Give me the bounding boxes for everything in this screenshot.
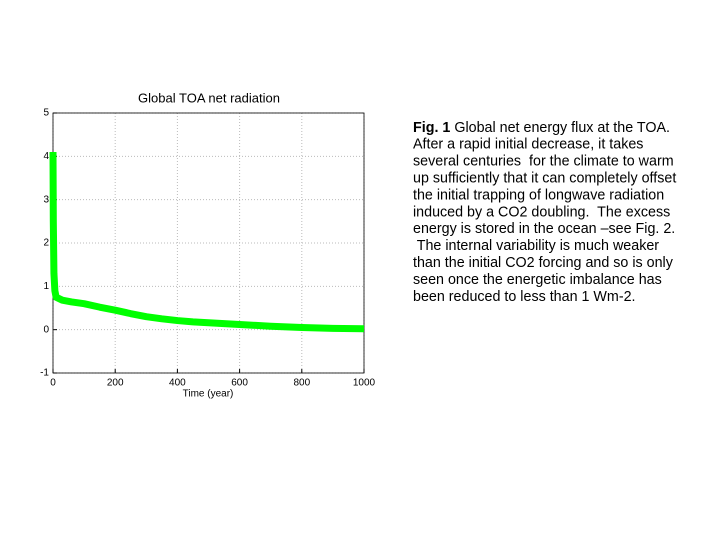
data-line (49, 151, 365, 333)
y-tick-label: 3 (43, 194, 49, 205)
caption-line: After a rapid initial decrease, it takes (413, 137, 643, 153)
y-tick-label: 4 (43, 151, 49, 162)
y-tick-label: 1 (43, 281, 49, 292)
x-tick-label: 1000 (353, 378, 376, 389)
x-axis-label: Time (year) (183, 389, 234, 400)
x-tick-label: 800 (293, 378, 310, 389)
x-tick-label: 0 (50, 378, 56, 389)
caption-line: several centuries for the climate to war… (413, 154, 674, 170)
caption-line: Global net energy flux at the TOA. (454, 120, 670, 136)
y-tick-label: 0 (43, 324, 49, 335)
caption-line: seen once the energetic imbalance has (413, 272, 662, 288)
chart-title: Global TOA net radiation (138, 90, 280, 105)
x-tick-label: 200 (107, 378, 124, 389)
x-tick-label: 600 (231, 378, 248, 389)
y-tick-label: -1 (40, 368, 49, 379)
caption-line: induced by a CO2 doubling. The excess (413, 204, 670, 220)
x-tick-label: 400 (169, 378, 186, 389)
caption-line: than the initial CO2 forcing and so is o… (413, 255, 674, 271)
caption-line: the initial trapping of longwave radiati… (413, 187, 664, 203)
caption-line: up sufficiently that it can completely o… (413, 170, 676, 186)
y-tick-label: 2 (43, 238, 49, 249)
y-tick-label: 5 (43, 108, 49, 119)
caption-label: Fig. 1 (413, 120, 450, 136)
caption-line: been reduced to less than 1 Wm-2. (413, 289, 636, 305)
caption-line: energy is stored in the ocean –see Fig. … (413, 221, 675, 237)
caption-line: The internal variability is much weaker (413, 238, 659, 254)
